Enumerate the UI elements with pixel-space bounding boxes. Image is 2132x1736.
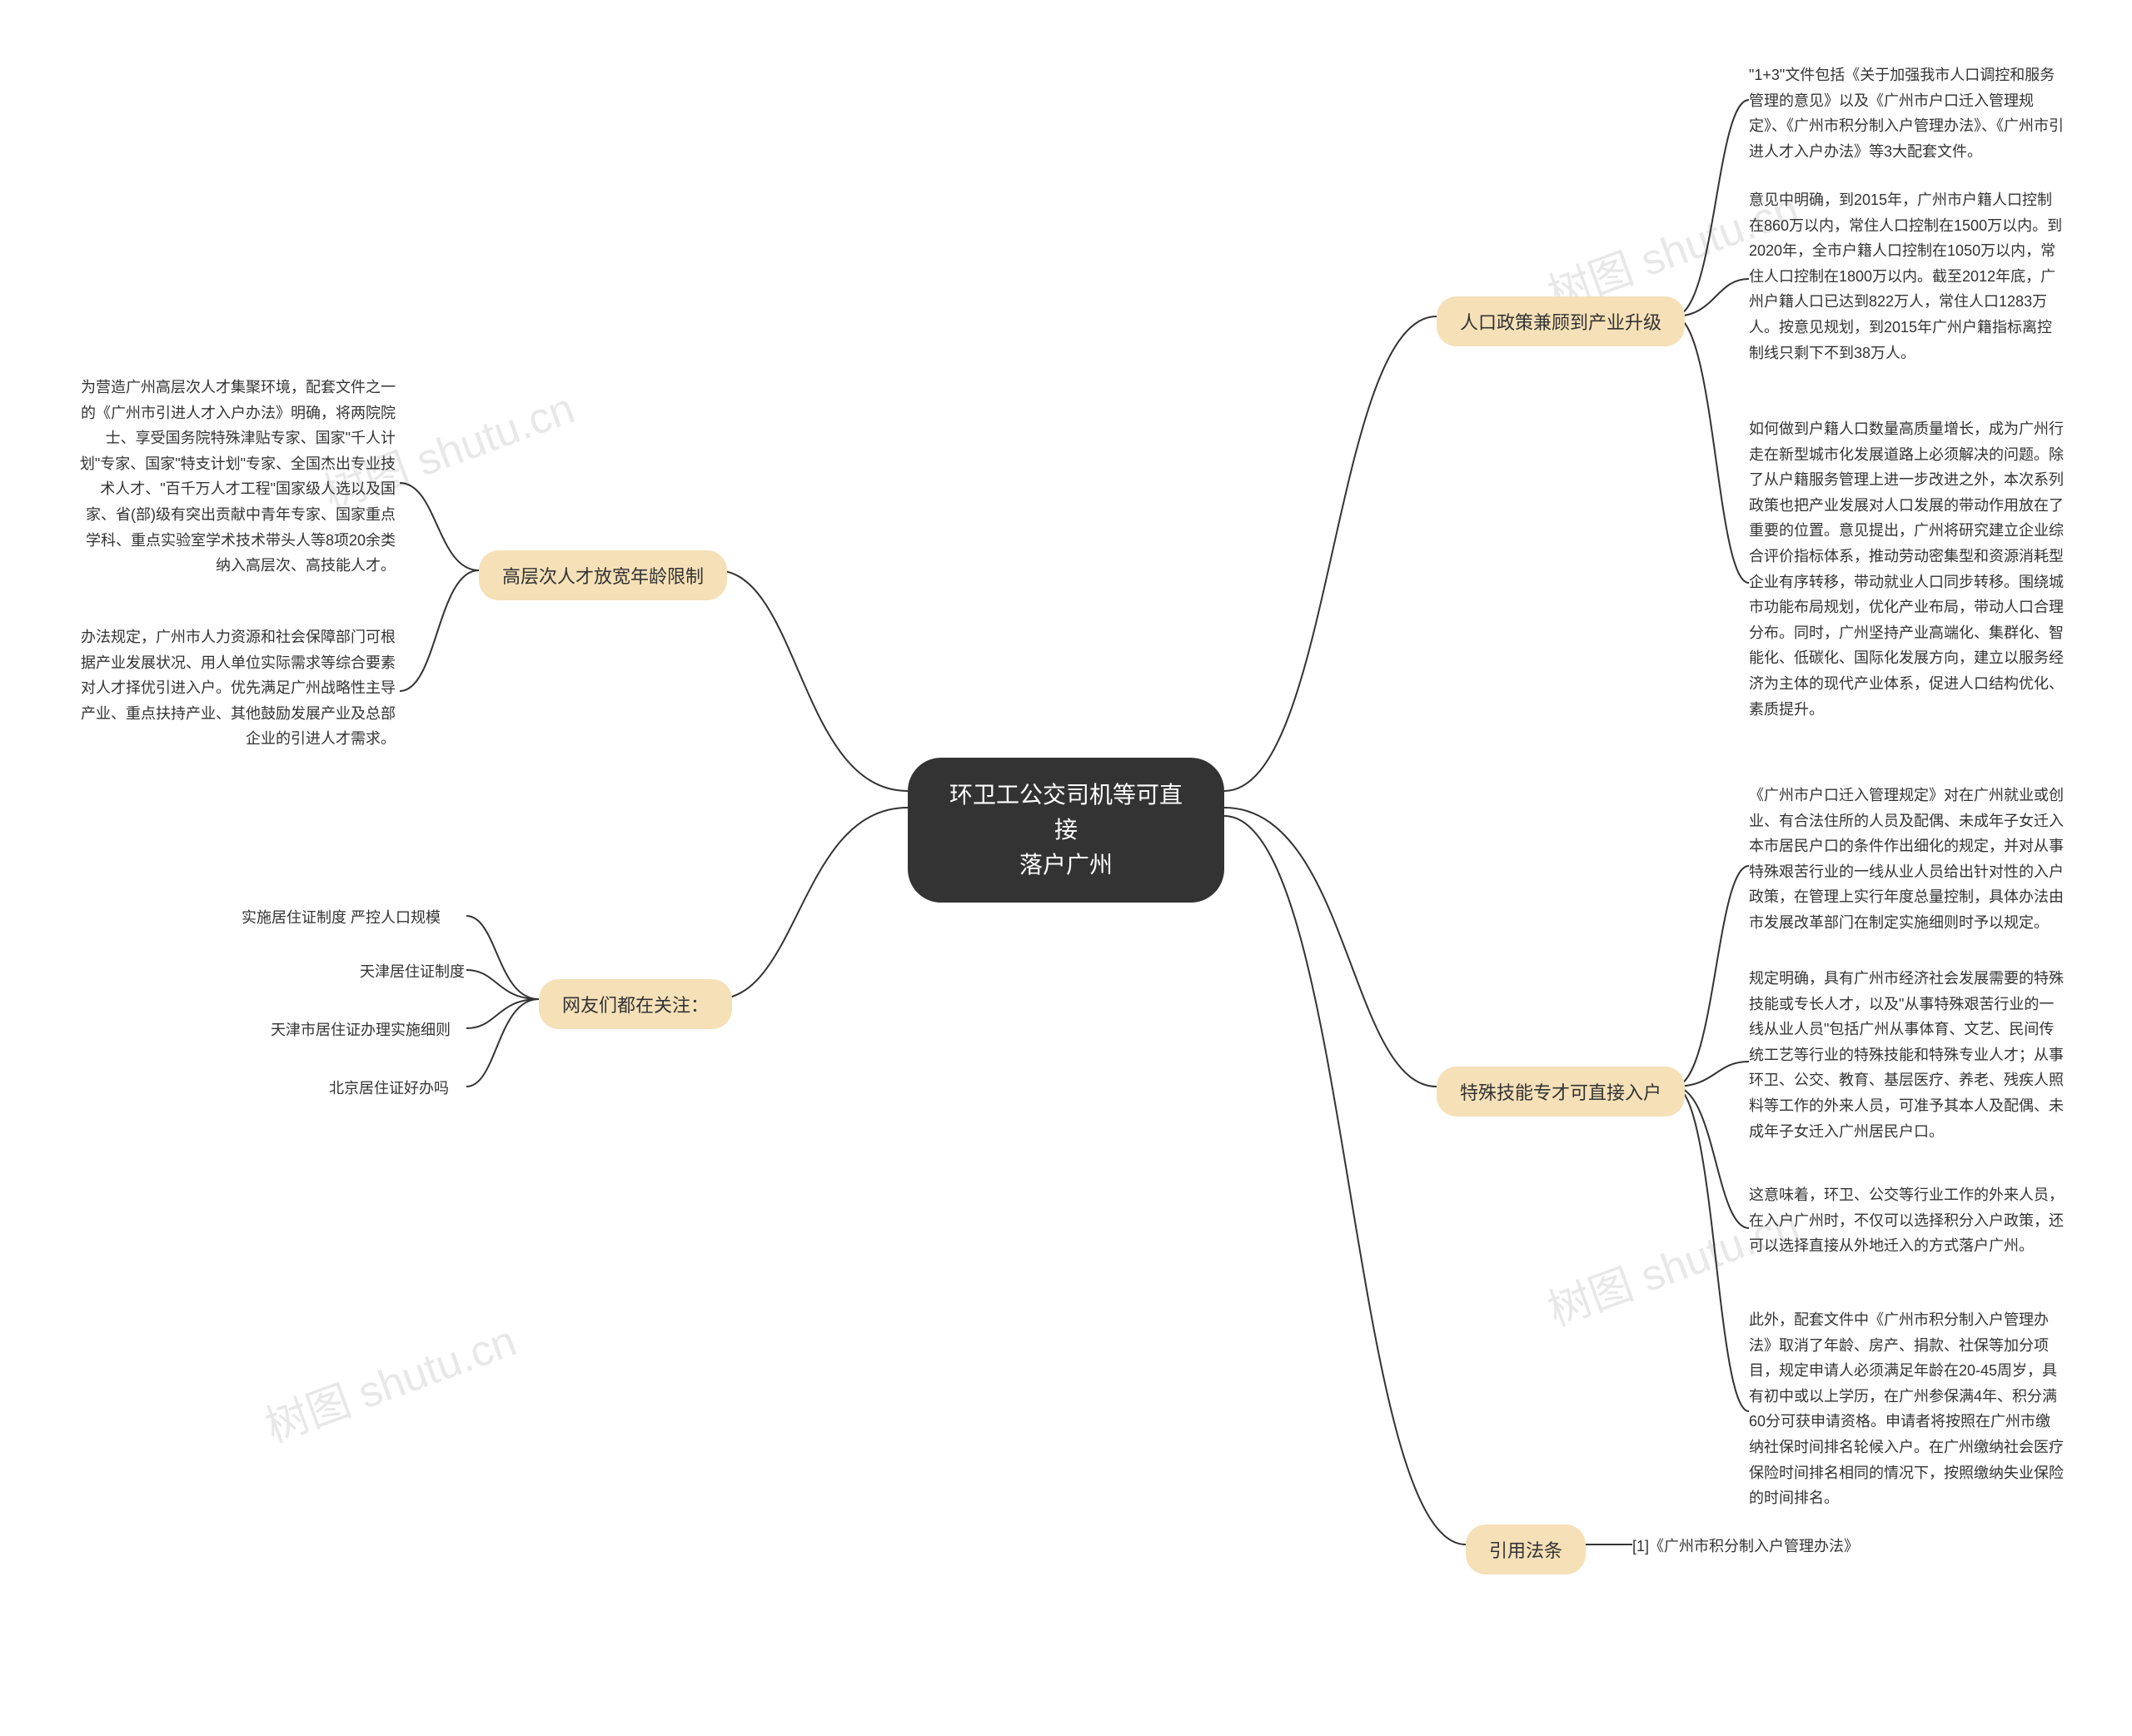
branch-citation[interactable]: 引用法条 <box>1466 1525 1586 1574</box>
leaf-node: 北京居住证好办吗 <box>329 1077 449 1098</box>
branch-netizens-focus[interactable]: 网友们都在关注： <box>539 979 732 1029</box>
leaf-node: 天津市居住证办理实施细则 <box>271 1018 451 1040</box>
leaf-node: 规定明确，具有广州市经济社会发展需要的特殊技能或专长人才，以及"从事特殊艰苦行业… <box>1749 966 2065 1144</box>
leaf-node: 这意味着，环卫、公交等行业工作的外来人员，在入户广州时，不仅可以选择积分入户政策… <box>1749 1182 2065 1259</box>
leaf-node: 意见中明确，到2015年，广州市户籍人口控制在860万以内，常住人口控制在150… <box>1749 187 2065 366</box>
leaf-node: 天津居住证制度 <box>360 960 465 982</box>
leaf-node: 《广州市户口迁入管理规定》对在广州就业或创业、有合法住所的人员及配偶、未成年子女… <box>1749 783 2065 936</box>
mindmap-canvas: 树图 shutu.cn 树图 shutu.cn 树图 shutu.cn 树图 s… <box>0 0 2132 1736</box>
center-node[interactable]: 环卫工公交司机等可直接 落户广州 <box>908 758 1224 903</box>
leaf-node: 实施居住证制度 严控人口规模 <box>242 906 441 928</box>
leaf-node: 此外，配套文件中《广州市积分制入户管理办法》取消了年龄、房产、捐款、社保等加分项… <box>1749 1307 2065 1511</box>
leaf-node: 为营造广州高层次人才集聚环境，配套文件之一的《广州市引进人才入户办法》明确，将两… <box>79 375 396 579</box>
center-title-line2: 落户广州 <box>1019 852 1113 878</box>
leaf-node: 办法规定，广州市人力资源和社会保障部门可根据产业发展状况、用人单位实际需求等综合… <box>79 624 396 752</box>
leaf-node: 如何做到户籍人口数量高质量增长，成为广州行走在新型城市化发展道路上必须解决的问题… <box>1749 416 2065 722</box>
branch-high-level-talent[interactable]: 高层次人才放宽年龄限制 <box>479 550 727 600</box>
leaf-node: [1]《广州市积分制入户管理办法》 <box>1632 1535 1859 1556</box>
branch-population-policy[interactable]: 人口政策兼顾到产业升级 <box>1437 296 1685 346</box>
leaf-node: "1+3"文件包括《关于加强我市人口调控和服务管理的意见》以及《广州市户口迁入管… <box>1749 62 2065 164</box>
branch-special-skill[interactable]: 特殊技能专才可直接入户 <box>1437 1067 1685 1117</box>
center-title-line1: 环卫工公交司机等可直接 <box>949 782 1183 843</box>
watermark: 树图 shutu.cn <box>256 1306 524 1454</box>
